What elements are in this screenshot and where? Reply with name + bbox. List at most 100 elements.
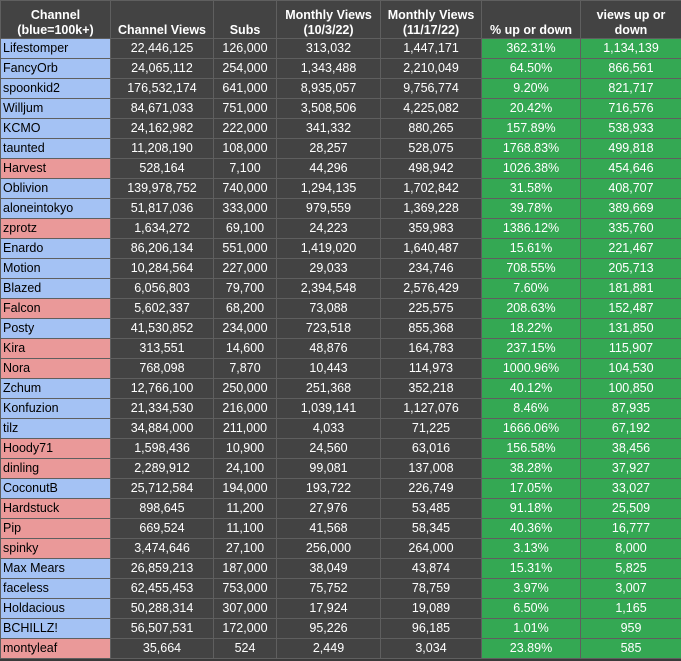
- channel-name-cell[interactable]: Holdacious: [0, 598, 111, 619]
- channel-views-cell[interactable]: 35,664: [110, 638, 214, 659]
- monthly-views-oct-cell[interactable]: 48,876: [276, 338, 381, 359]
- channel-views-cell[interactable]: 1,634,272: [110, 218, 214, 239]
- monthly-views-oct-cell[interactable]: 8,935,057: [276, 78, 381, 99]
- subs-cell[interactable]: 751,000: [213, 98, 277, 119]
- pct-change-cell[interactable]: 208.63%: [481, 298, 581, 319]
- monthly-views-oct-cell[interactable]: 41,568: [276, 518, 381, 539]
- channel-name-cell[interactable]: Enardo: [0, 238, 111, 259]
- channel-views-cell[interactable]: 12,766,100: [110, 378, 214, 399]
- subs-cell[interactable]: 11,200: [213, 498, 277, 519]
- monthly-views-nov-cell[interactable]: 63,016: [380, 438, 482, 459]
- pct-change-cell[interactable]: 40.12%: [481, 378, 581, 399]
- pct-change-cell[interactable]: 91.18%: [481, 498, 581, 519]
- views-change-cell[interactable]: 1,165: [580, 598, 681, 619]
- channel-views-cell[interactable]: 51,817,036: [110, 198, 214, 219]
- subs-cell[interactable]: 79,700: [213, 278, 277, 299]
- channel-views-cell[interactable]: 25,712,584: [110, 478, 214, 499]
- subs-cell[interactable]: 227,000: [213, 258, 277, 279]
- monthly-views-oct-cell[interactable]: 723,518: [276, 318, 381, 339]
- monthly-views-nov-cell[interactable]: 855,368: [380, 318, 482, 339]
- views-change-cell[interactable]: 37,927: [580, 458, 681, 479]
- subs-cell[interactable]: 68,200: [213, 298, 277, 319]
- pct-change-cell[interactable]: 9.20%: [481, 78, 581, 99]
- pct-change-cell[interactable]: 1386.12%: [481, 218, 581, 239]
- monthly-views-oct-cell[interactable]: 44,296: [276, 158, 381, 179]
- pct-change-cell[interactable]: 3.97%: [481, 578, 581, 599]
- monthly-views-nov-cell[interactable]: 528,075: [380, 138, 482, 159]
- views-change-cell[interactable]: 585: [580, 638, 681, 659]
- monthly-views-oct-cell[interactable]: 1,294,135: [276, 178, 381, 199]
- channel-name-cell[interactable]: Konfuzion: [0, 398, 111, 419]
- subs-cell[interactable]: 740,000: [213, 178, 277, 199]
- views-change-cell[interactable]: 454,646: [580, 158, 681, 179]
- monthly-views-oct-cell[interactable]: 2,394,548: [276, 278, 381, 299]
- pct-change-cell[interactable]: 708.55%: [481, 258, 581, 279]
- pct-change-cell[interactable]: 38.28%: [481, 458, 581, 479]
- views-change-cell[interactable]: 152,487: [580, 298, 681, 319]
- channel-name-cell[interactable]: Motion: [0, 258, 111, 279]
- monthly-views-nov-cell[interactable]: 359,983: [380, 218, 482, 239]
- views-change-cell[interactable]: 3,007: [580, 578, 681, 599]
- channel-views-cell[interactable]: 2,289,912: [110, 458, 214, 479]
- header-channel-views[interactable]: Channel Views: [110, 0, 214, 39]
- monthly-views-nov-cell[interactable]: 1,702,842: [380, 178, 482, 199]
- channel-views-cell[interactable]: 5,602,337: [110, 298, 214, 319]
- channel-name-cell[interactable]: tilz: [0, 418, 111, 439]
- pct-change-cell[interactable]: 31.58%: [481, 178, 581, 199]
- channel-name-cell[interactable]: Lifestomper: [0, 38, 111, 59]
- pct-change-cell[interactable]: 6.50%: [481, 598, 581, 619]
- channel-views-cell[interactable]: 62,455,453: [110, 578, 214, 599]
- views-change-cell[interactable]: 335,760: [580, 218, 681, 239]
- monthly-views-oct-cell[interactable]: 193,722: [276, 478, 381, 499]
- channel-views-cell[interactable]: 84,671,033: [110, 98, 214, 119]
- channel-name-cell[interactable]: montyleaf: [0, 638, 111, 659]
- header-pct-change[interactable]: % up or down: [481, 0, 581, 39]
- channel-name-cell[interactable]: Falcon: [0, 298, 111, 319]
- monthly-views-nov-cell[interactable]: 226,749: [380, 478, 482, 499]
- monthly-views-nov-cell[interactable]: 1,447,171: [380, 38, 482, 59]
- views-change-cell[interactable]: 8,000: [580, 538, 681, 559]
- channel-views-cell[interactable]: 3,474,646: [110, 538, 214, 559]
- channel-views-cell[interactable]: 56,507,531: [110, 618, 214, 639]
- channel-views-cell[interactable]: 768,098: [110, 358, 214, 379]
- subs-cell[interactable]: 126,000: [213, 38, 277, 59]
- subs-cell[interactable]: 24,100: [213, 458, 277, 479]
- monthly-views-nov-cell[interactable]: 1,127,076: [380, 398, 482, 419]
- subs-cell[interactable]: 307,000: [213, 598, 277, 619]
- pct-change-cell[interactable]: 237.15%: [481, 338, 581, 359]
- channel-views-cell[interactable]: 50,288,314: [110, 598, 214, 619]
- monthly-views-nov-cell[interactable]: 1,369,228: [380, 198, 482, 219]
- channel-views-cell[interactable]: 6,056,803: [110, 278, 214, 299]
- channel-name-cell[interactable]: Kira: [0, 338, 111, 359]
- views-change-cell[interactable]: 25,509: [580, 498, 681, 519]
- channel-views-cell[interactable]: 313,551: [110, 338, 214, 359]
- views-change-cell[interactable]: 499,818: [580, 138, 681, 159]
- views-change-cell[interactable]: 38,456: [580, 438, 681, 459]
- subs-cell[interactable]: 69,100: [213, 218, 277, 239]
- monthly-views-oct-cell[interactable]: 341,332: [276, 118, 381, 139]
- pct-change-cell[interactable]: 1768.83%: [481, 138, 581, 159]
- monthly-views-oct-cell[interactable]: 979,559: [276, 198, 381, 219]
- subs-cell[interactable]: 14,600: [213, 338, 277, 359]
- monthly-views-nov-cell[interactable]: 2,576,429: [380, 278, 482, 299]
- monthly-views-nov-cell[interactable]: 352,218: [380, 378, 482, 399]
- monthly-views-oct-cell[interactable]: 99,081: [276, 458, 381, 479]
- channel-views-cell[interactable]: 22,446,125: [110, 38, 214, 59]
- monthly-views-oct-cell[interactable]: 29,033: [276, 258, 381, 279]
- subs-cell[interactable]: 10,900: [213, 438, 277, 459]
- monthly-views-oct-cell[interactable]: 1,343,488: [276, 58, 381, 79]
- pct-change-cell[interactable]: 39.78%: [481, 198, 581, 219]
- monthly-views-nov-cell[interactable]: 9,756,774: [380, 78, 482, 99]
- subs-cell[interactable]: 211,000: [213, 418, 277, 439]
- pct-change-cell[interactable]: 40.36%: [481, 518, 581, 539]
- channel-views-cell[interactable]: 139,978,752: [110, 178, 214, 199]
- monthly-views-nov-cell[interactable]: 880,265: [380, 118, 482, 139]
- monthly-views-nov-cell[interactable]: 234,746: [380, 258, 482, 279]
- header-channel[interactable]: Channel (blue=100k+): [0, 0, 111, 39]
- subs-cell[interactable]: 551,000: [213, 238, 277, 259]
- channel-views-cell[interactable]: 1,598,436: [110, 438, 214, 459]
- channel-name-cell[interactable]: dinling: [0, 458, 111, 479]
- subs-cell[interactable]: 753,000: [213, 578, 277, 599]
- views-change-cell[interactable]: 115,907: [580, 338, 681, 359]
- monthly-views-oct-cell[interactable]: 4,033: [276, 418, 381, 439]
